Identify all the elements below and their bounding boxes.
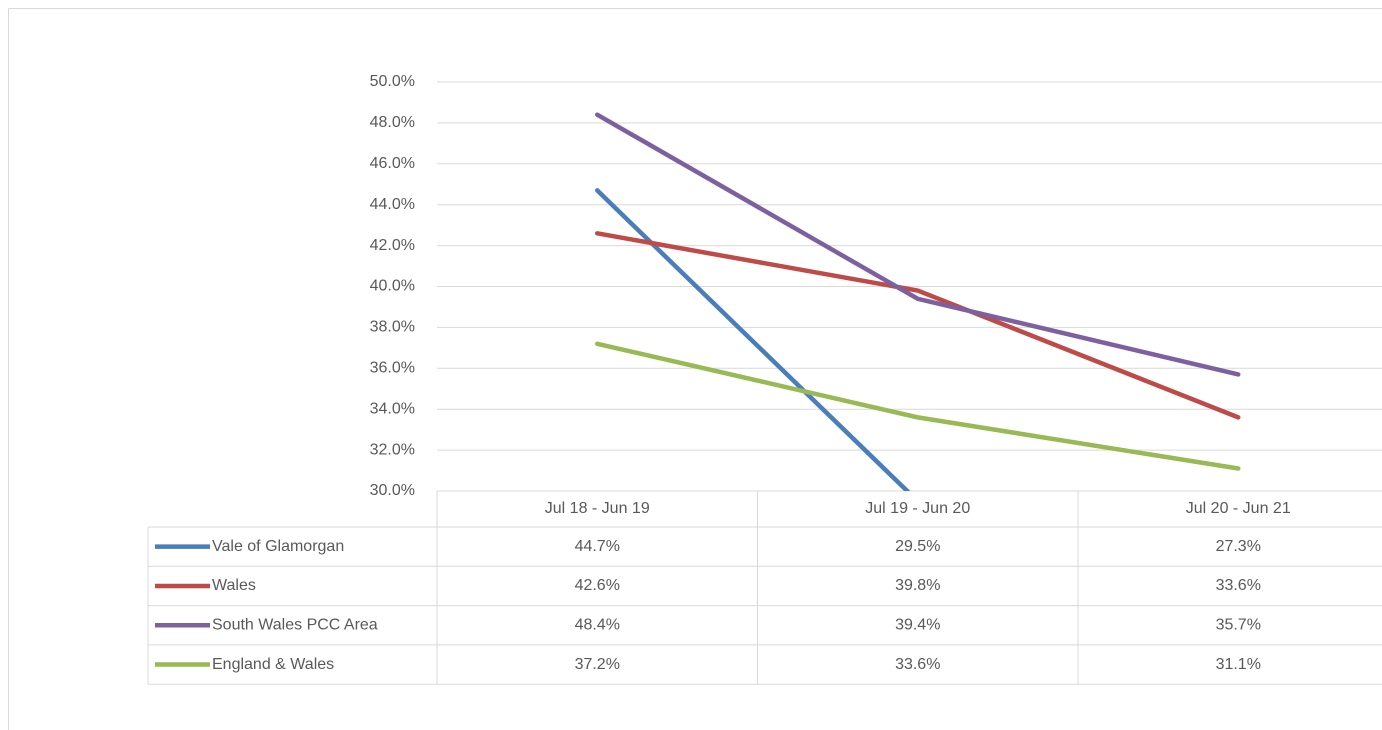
series-line: [595, 112, 1241, 377]
series-line-group: [595, 188, 911, 491]
legend-label: Wales: [212, 577, 256, 594]
table-cell: 33.6%: [1216, 577, 1261, 594]
table-cell: 48.4%: [575, 616, 620, 633]
table-cell: 39.4%: [895, 616, 940, 633]
table-cell: 31.1%: [1216, 656, 1261, 673]
x-tick-label: Jul 19 - Jun 20: [865, 500, 970, 517]
table-cell: 27.3%: [1216, 538, 1261, 555]
series-line-group: [595, 341, 1241, 471]
series-line: [595, 231, 1241, 420]
table-cell: 39.8%: [895, 577, 940, 594]
y-tick-label: 50.0%: [370, 73, 415, 90]
y-tick-label: 42.0%: [370, 237, 415, 254]
table-cell: 42.6%: [575, 577, 620, 594]
y-tick-label: 36.0%: [370, 360, 415, 377]
table-cell: 37.2%: [575, 656, 620, 673]
y-tick-label: 40.0%: [370, 278, 415, 295]
table-cell: 44.7%: [575, 538, 620, 555]
y-tick-label: 32.0%: [370, 441, 415, 458]
y-tick-label: 44.0%: [370, 196, 415, 213]
legend-label: Vale of Glamorgan: [212, 538, 344, 555]
y-tick-label: 48.0%: [370, 114, 415, 131]
y-tick-label: 38.0%: [370, 319, 415, 336]
x-tick-label: Jul 18 - Jun 19: [545, 500, 650, 517]
series-line-group: [595, 112, 1241, 377]
table-cell: 33.6%: [895, 656, 940, 673]
table-cell: 29.5%: [895, 538, 940, 555]
series-line-group: [595, 231, 1241, 420]
legend-label: South Wales PCC Area: [212, 616, 378, 633]
series-line: [595, 341, 1241, 471]
y-tick-label: 46.0%: [370, 155, 415, 172]
y-tick-label: 34.0%: [370, 400, 415, 417]
legend-label: England & Wales: [212, 656, 334, 673]
table-cell: 35.7%: [1216, 616, 1261, 633]
x-tick-label: Jul 20 - Jun 21: [1186, 500, 1291, 517]
series-line: [595, 188, 911, 491]
y-tick-label: 30.0%: [370, 482, 415, 499]
